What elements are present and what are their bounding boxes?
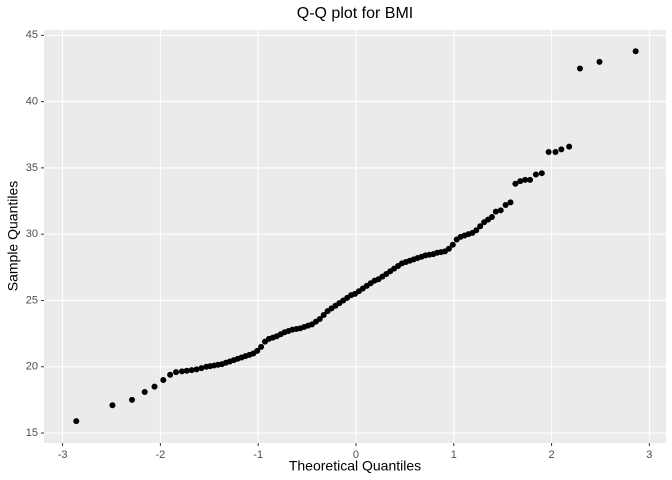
point	[254, 347, 261, 354]
point	[445, 245, 452, 252]
point	[183, 367, 190, 374]
point	[178, 368, 185, 375]
point	[449, 241, 456, 248]
point	[151, 383, 158, 390]
y-tick-label: 40	[26, 96, 38, 108]
y-axis-label: Sample Quantiles	[5, 181, 21, 292]
point	[477, 223, 484, 230]
point	[522, 176, 529, 183]
point	[538, 170, 545, 177]
x-tick-label: 2	[549, 449, 555, 461]
point	[545, 148, 552, 155]
point	[129, 396, 136, 403]
point	[473, 227, 480, 234]
point	[497, 207, 504, 214]
point	[141, 388, 148, 395]
point	[198, 365, 205, 372]
point	[558, 146, 565, 153]
point	[167, 371, 174, 378]
point	[632, 48, 639, 55]
point	[507, 199, 514, 206]
point	[596, 58, 603, 65]
point	[73, 418, 80, 425]
x-tick-label: -2	[155, 449, 165, 461]
y-tick-label: 35	[26, 162, 38, 174]
x-tick-label: -1	[253, 449, 263, 461]
x-axis-label: Theoretical Quantiles	[289, 458, 421, 474]
point	[160, 377, 167, 384]
point	[193, 366, 200, 373]
point	[502, 202, 509, 209]
x-tick-label: 1	[451, 449, 457, 461]
x-tick-label: -3	[58, 449, 68, 461]
point	[188, 367, 195, 374]
y-tick-label: 25	[26, 294, 38, 306]
y-tick-label: 30	[26, 228, 38, 240]
point	[320, 312, 327, 319]
point	[488, 213, 495, 220]
x-tick-label: 0	[353, 449, 359, 461]
point	[258, 343, 265, 350]
point	[532, 171, 539, 178]
point	[576, 65, 583, 72]
x-tick-label: 3	[646, 449, 652, 461]
y-tick-label: 20	[26, 361, 38, 373]
point	[552, 148, 559, 155]
point	[316, 316, 323, 323]
chart-title: Q-Q plot for BMI	[297, 5, 413, 22]
point	[566, 143, 573, 150]
point	[492, 208, 499, 215]
point	[109, 402, 116, 409]
point	[512, 180, 519, 187]
y-tick-label: 45	[26, 29, 38, 41]
point	[517, 178, 524, 185]
panel	[44, 30, 666, 443]
point	[527, 176, 534, 183]
point	[173, 369, 180, 376]
y-tick-label: 15	[26, 427, 38, 439]
